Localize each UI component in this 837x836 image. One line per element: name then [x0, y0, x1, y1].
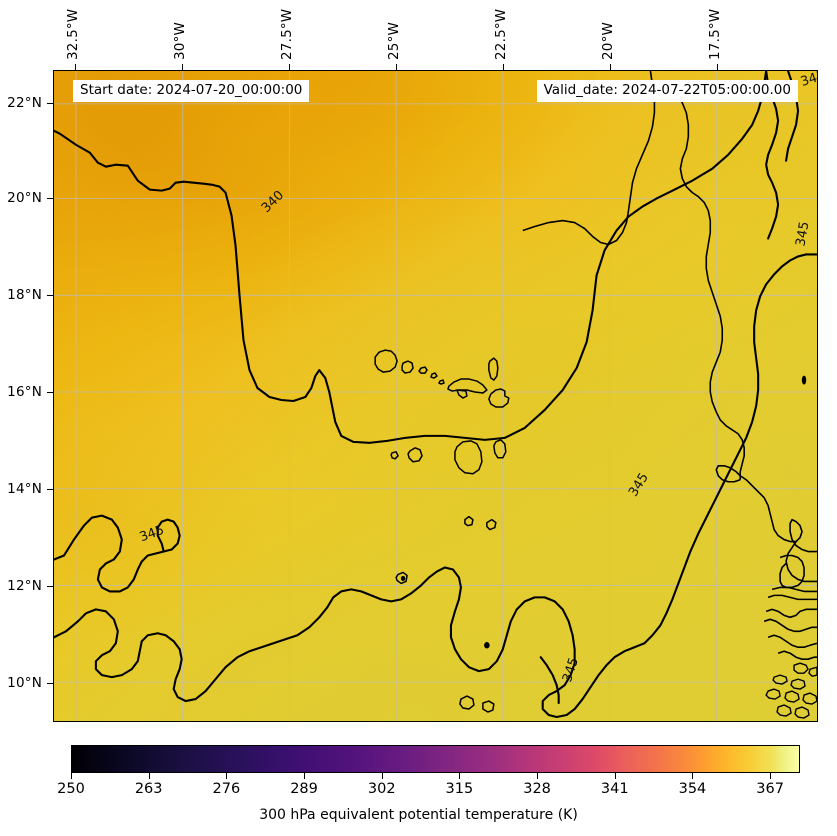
lat-tick-mark: [47, 198, 53, 199]
colorbar-tick-mark: [304, 773, 306, 779]
colorbar-tick-label: 328: [523, 781, 551, 797]
lat-tick-label: 14°N: [7, 481, 42, 497]
colorbar-tick-mark: [692, 773, 694, 779]
lat-tick-label: 16°N: [7, 384, 42, 400]
lat-tick-mark: [47, 295, 53, 296]
lon-tick-label: 17.5°W: [707, 8, 723, 60]
lat-tick-label: 18°N: [7, 287, 42, 303]
lon-tick-mark: [610, 64, 611, 70]
latitude-axis: 22°N 20°N 18°N 16°N 14°N 12°N 10°N: [0, 0, 53, 836]
map-plot-area[interactable]: 340 345 345 345 345 345 Start date: 2024-07-2…: [53, 70, 818, 722]
lon-tick-mark: [182, 64, 183, 70]
lat-tick-label: 10°N: [7, 675, 42, 691]
valid-date-annotation: Valid_date: 2024-07-22T05:00:00.00: [536, 80, 798, 102]
lon-tick-label: 22.5°W: [493, 8, 509, 60]
lon-tick-label: 30°W: [172, 21, 188, 60]
lon-tick-mark: [503, 64, 504, 70]
colorbar-gradient: [72, 746, 799, 772]
colorbar-tick-mark: [537, 773, 539, 779]
colorbar-tick-label: 354: [678, 781, 707, 797]
coastline-bijagos-islands: [765, 662, 817, 719]
lon-tick-label: 32.5°W: [65, 8, 81, 60]
colorbar-tick-mark: [459, 773, 461, 779]
coastline-cape-verde-east: [488, 357, 510, 408]
coastline-west-africa-north: [522, 71, 745, 480]
colorbar-tick-label: 289: [290, 781, 318, 797]
lat-tick-mark: [47, 103, 53, 104]
lat-tick-mark: [47, 683, 53, 684]
contour-line-345-south-arc: [539, 656, 560, 705]
map-gridlines: [54, 71, 817, 721]
contour-line-345-main: [54, 253, 817, 719]
colorbar-tick-mark: [226, 773, 228, 779]
contour-line-340: [54, 71, 768, 444]
coastline-islets: [400, 375, 807, 649]
lon-tick-mark: [75, 64, 76, 70]
colorbar-tick-label: 263: [134, 781, 163, 797]
lat-tick-mark: [47, 489, 53, 490]
colorbar-tick-label: 367: [756, 781, 784, 797]
colorbar-title: 300 hPa equivalent potential temperature…: [259, 807, 578, 823]
lat-tick-mark: [47, 586, 53, 587]
lon-tick-mark: [396, 64, 397, 70]
lon-tick-label: 27.5°W: [279, 8, 295, 60]
coastline-cape-verde-north: [374, 349, 488, 399]
lat-tick-label: 22°N: [7, 95, 42, 111]
colorbar-tick-label: 315: [445, 781, 474, 797]
colorbar-tick-mark: [614, 773, 616, 779]
coastline-west-africa-senegal: [715, 464, 817, 660]
lon-tick-mark: [717, 64, 718, 70]
lon-tick-label: 20°W: [600, 21, 616, 60]
colorbar-tick-label: 302: [367, 781, 396, 797]
lon-tick-label: 25°W: [386, 21, 402, 60]
colorbar-tick-label: 250: [57, 781, 85, 797]
longitude-axis: 32.5°W 30°W 27.5°W 25°W 22.5°W 20°W 17.5°W: [0, 0, 837, 70]
coastline-small-islands: [395, 571, 495, 713]
lat-tick-label: 12°N: [7, 578, 42, 594]
contour-line-345-southwest: [54, 514, 181, 593]
colorbar-tick-mark: [770, 773, 772, 779]
colorbar-tick-group: 250 263 276 289 302 315 328 341 354 367: [0, 745, 837, 805]
start-date-annotation: Start date: 2024-07-20_00:00:00: [73, 80, 310, 102]
lat-tick-mark: [47, 392, 53, 393]
map-vector-overlay: [54, 71, 817, 719]
colorbar-tick-mark: [381, 773, 383, 779]
coastline-cape-verde-south: [390, 439, 507, 531]
colorbar[interactable]: [71, 745, 800, 773]
lat-tick-label: 20°N: [7, 190, 42, 206]
colorbar-tick-mark: [148, 773, 150, 779]
theta-e-field-se-lobe: [54, 71, 817, 721]
lon-tick-mark: [289, 64, 290, 70]
colorbar-tick-mark: [71, 773, 72, 779]
colorbar-tick-label: 276: [212, 781, 241, 797]
colorbar-tick-label: 341: [600, 781, 629, 797]
